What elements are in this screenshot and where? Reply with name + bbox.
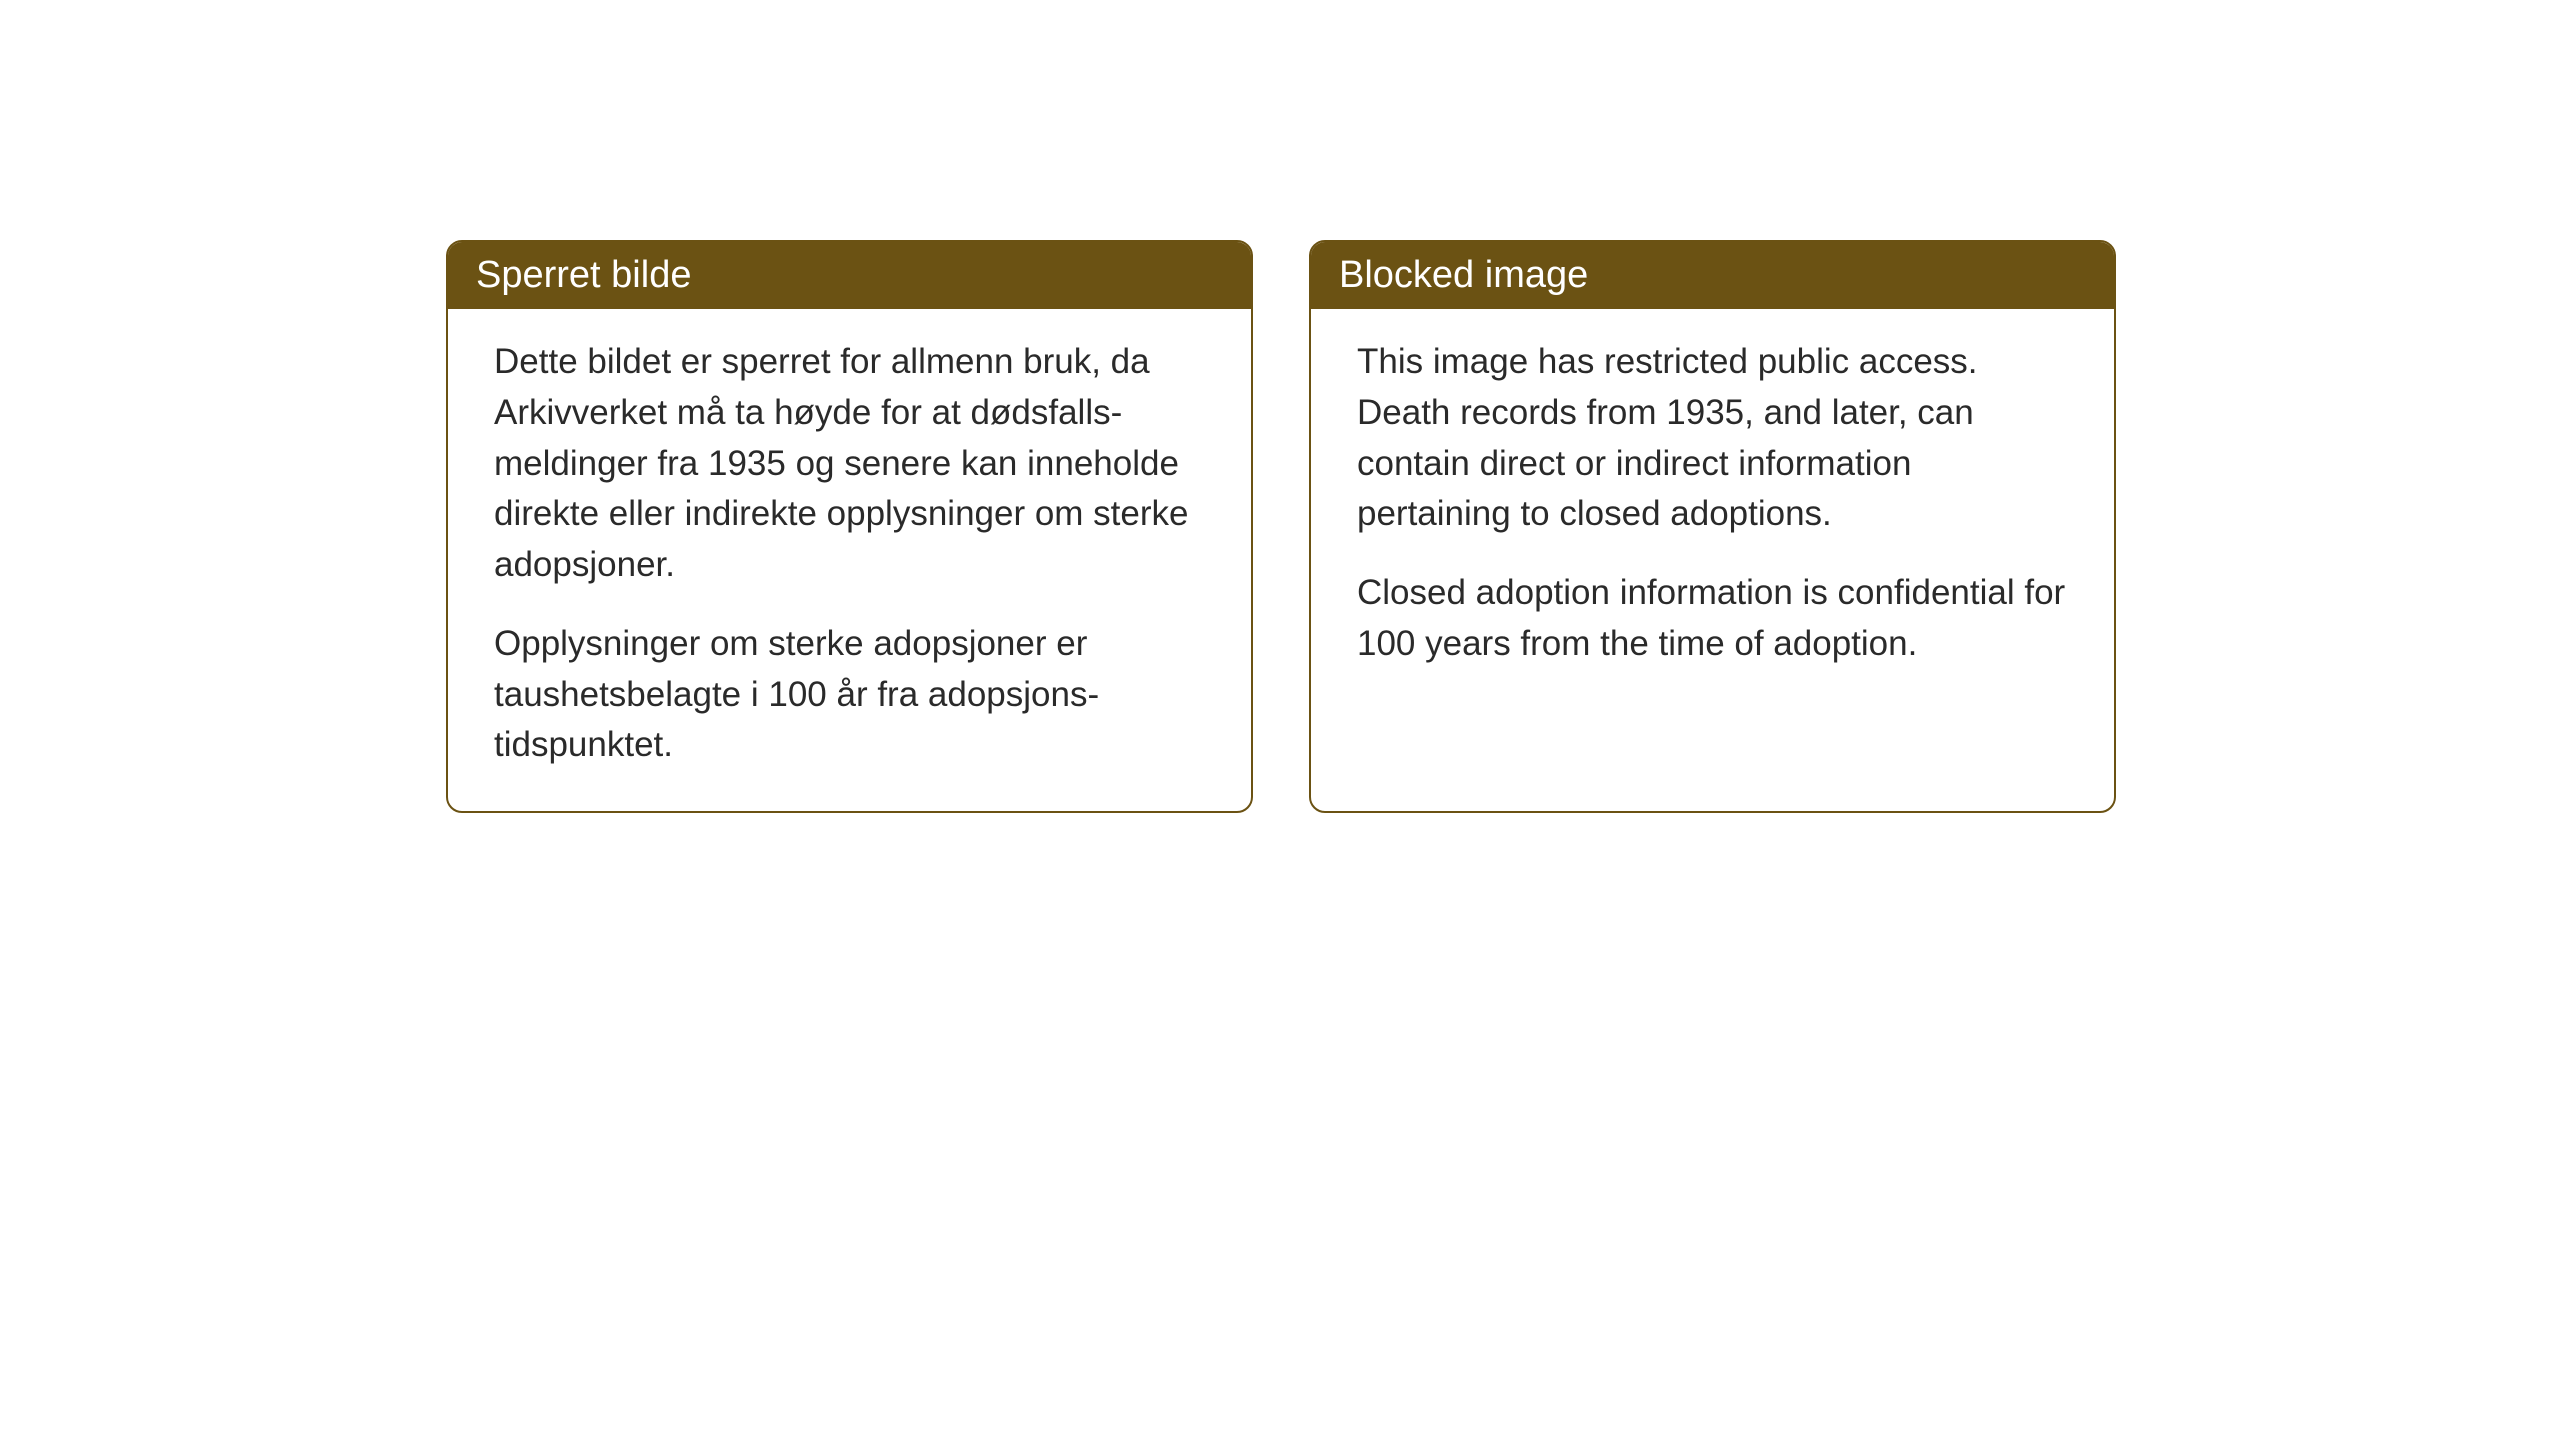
notice-paragraph-2-english: Closed adoption information is confident… <box>1357 568 2068 670</box>
notice-title-english: Blocked image <box>1311 242 2114 309</box>
notice-paragraph-1-norwegian: Dette bildet er sperret for allmenn bruk… <box>494 337 1205 591</box>
notice-container: Sperret bilde Dette bildet er sperret fo… <box>446 240 2116 813</box>
notice-title-norwegian: Sperret bilde <box>448 242 1251 309</box>
notice-card-english: Blocked image This image has restricted … <box>1309 240 2116 813</box>
notice-card-norwegian: Sperret bilde Dette bildet er sperret fo… <box>446 240 1253 813</box>
notice-body-english: This image has restricted public access.… <box>1311 309 2114 710</box>
notice-paragraph-1-english: This image has restricted public access.… <box>1357 337 2068 540</box>
notice-paragraph-2-norwegian: Opplysninger om sterke adopsjoner er tau… <box>494 619 1205 771</box>
notice-body-norwegian: Dette bildet er sperret for allmenn bruk… <box>448 309 1251 811</box>
